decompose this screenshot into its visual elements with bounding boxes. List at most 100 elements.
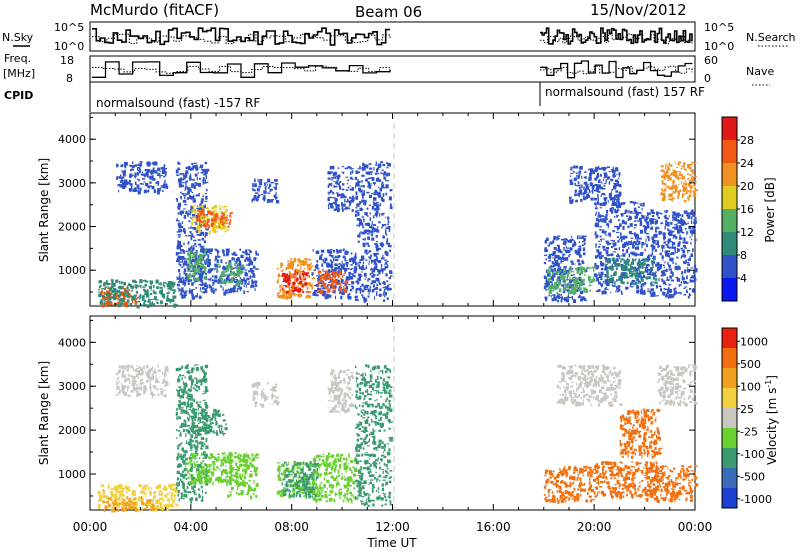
range-gate-cell — [329, 279, 332, 283]
range-gate-cell — [684, 223, 688, 225]
range-gate-cell — [341, 274, 343, 278]
range-gate-cell — [168, 299, 172, 302]
range-gate-cell — [558, 249, 561, 253]
range-gate-cell — [116, 176, 118, 180]
range-gate-cell — [311, 265, 314, 267]
range-gate-cell — [181, 266, 183, 269]
range-gate-cell — [140, 496, 143, 500]
range-gate-cell — [378, 271, 381, 275]
range-gate-cell — [655, 263, 659, 267]
range-gate-cell — [579, 190, 583, 195]
range-gate-cell — [286, 264, 289, 266]
range-gate-cell — [352, 197, 354, 201]
range-gate-cell — [651, 251, 654, 255]
range-gate-cell — [138, 499, 141, 502]
range-gate-cell — [164, 184, 168, 188]
range-gate-cell — [117, 304, 121, 308]
range-gate-cell — [285, 277, 288, 281]
range-gate-cell — [607, 200, 609, 203]
range-gate-cell — [630, 286, 634, 288]
range-gate-cell — [625, 221, 627, 225]
range-gate-cell — [562, 276, 566, 280]
range-gate-cell — [570, 180, 572, 183]
nave-label: Nave — [746, 65, 774, 78]
range-gate-cell — [386, 227, 388, 229]
range-gate-cell — [576, 259, 580, 263]
range-gate-cell — [182, 295, 186, 299]
range-gate-cell — [629, 243, 633, 245]
range-gate-cell — [309, 283, 313, 287]
range-gate-cell — [191, 222, 193, 226]
range-gate-cell — [233, 285, 235, 289]
range-gate-cell — [222, 219, 226, 223]
range-gate-cell — [608, 171, 611, 173]
range-gate-cell — [292, 282, 297, 284]
range-gate-cell — [117, 392, 119, 396]
range-gate-cell — [629, 283, 631, 288]
range-gate-cell — [126, 289, 128, 292]
range-gate-cell — [328, 281, 331, 284]
range-gate-cell — [667, 290, 671, 292]
range-gate-cell — [562, 287, 565, 291]
range-gate-cell — [365, 275, 367, 278]
range-gate-cell — [384, 265, 388, 269]
range-gate-cell — [132, 491, 136, 495]
range-gate-cell — [196, 267, 200, 270]
range-gate-cell — [287, 263, 291, 267]
range-gate-cell — [584, 300, 588, 302]
range-gate-cell — [554, 261, 557, 263]
range-gate-cell — [258, 182, 263, 186]
range-gate-cell — [144, 173, 146, 176]
range-gate-cell — [375, 234, 378, 238]
range-gate-cell — [300, 266, 302, 270]
range-gate-cell — [359, 208, 364, 210]
range-gate-cell — [689, 163, 693, 165]
range-gate-cell — [583, 278, 585, 283]
range-gate-cell — [290, 273, 293, 275]
range-gate-cell — [124, 365, 127, 369]
range-gate-cell — [672, 179, 675, 184]
range-gate-cell — [108, 290, 112, 292]
range-gate-cell — [341, 188, 345, 191]
range-gate-cell — [389, 287, 392, 291]
range-gate-cell — [570, 246, 572, 249]
range-gate-cell — [126, 385, 130, 389]
range-gate-cell — [208, 284, 211, 288]
range-gate-cell — [97, 490, 101, 495]
range-gate-cell — [116, 304, 118, 307]
range-gate-cell — [362, 255, 365, 258]
range-gate-cell — [107, 299, 109, 304]
range-gate-cell — [367, 278, 371, 281]
range-gate-cell — [345, 276, 349, 278]
range-gate-cell — [691, 232, 693, 237]
range-gate-cell — [282, 290, 286, 294]
power-data-layer — [97, 113, 698, 309]
range-gate-cell — [684, 180, 687, 182]
range-gate-cell — [191, 282, 194, 286]
range-gate-cell — [575, 288, 577, 292]
range-gate-cell — [597, 249, 600, 254]
range-gate-cell — [384, 292, 387, 296]
range-gate-cell — [150, 487, 153, 490]
range-gate-cell — [111, 495, 114, 498]
range-gate-cell — [151, 377, 153, 381]
range-gate-cell — [689, 229, 694, 232]
range-gate-cell — [651, 295, 654, 297]
range-gate-cell — [617, 240, 620, 243]
range-gate-cell — [240, 279, 243, 283]
range-gate-cell — [681, 277, 685, 281]
range-gate-cell — [693, 274, 696, 277]
range-gate-cell — [162, 184, 164, 188]
range-gate-cell — [646, 224, 650, 229]
range-gate-cell — [198, 230, 201, 233]
range-gate-cell — [178, 220, 180, 222]
range-gate-cell — [244, 267, 246, 270]
range-gate-cell — [180, 226, 184, 229]
range-gate-cell — [279, 284, 282, 288]
range-gate-cell — [348, 271, 352, 275]
range-gate-cell — [277, 278, 279, 280]
range-gate-cell — [235, 258, 240, 261]
range-gate-cell — [597, 214, 599, 218]
range-gate-cell — [159, 174, 161, 179]
range-gate-cell — [316, 274, 318, 277]
